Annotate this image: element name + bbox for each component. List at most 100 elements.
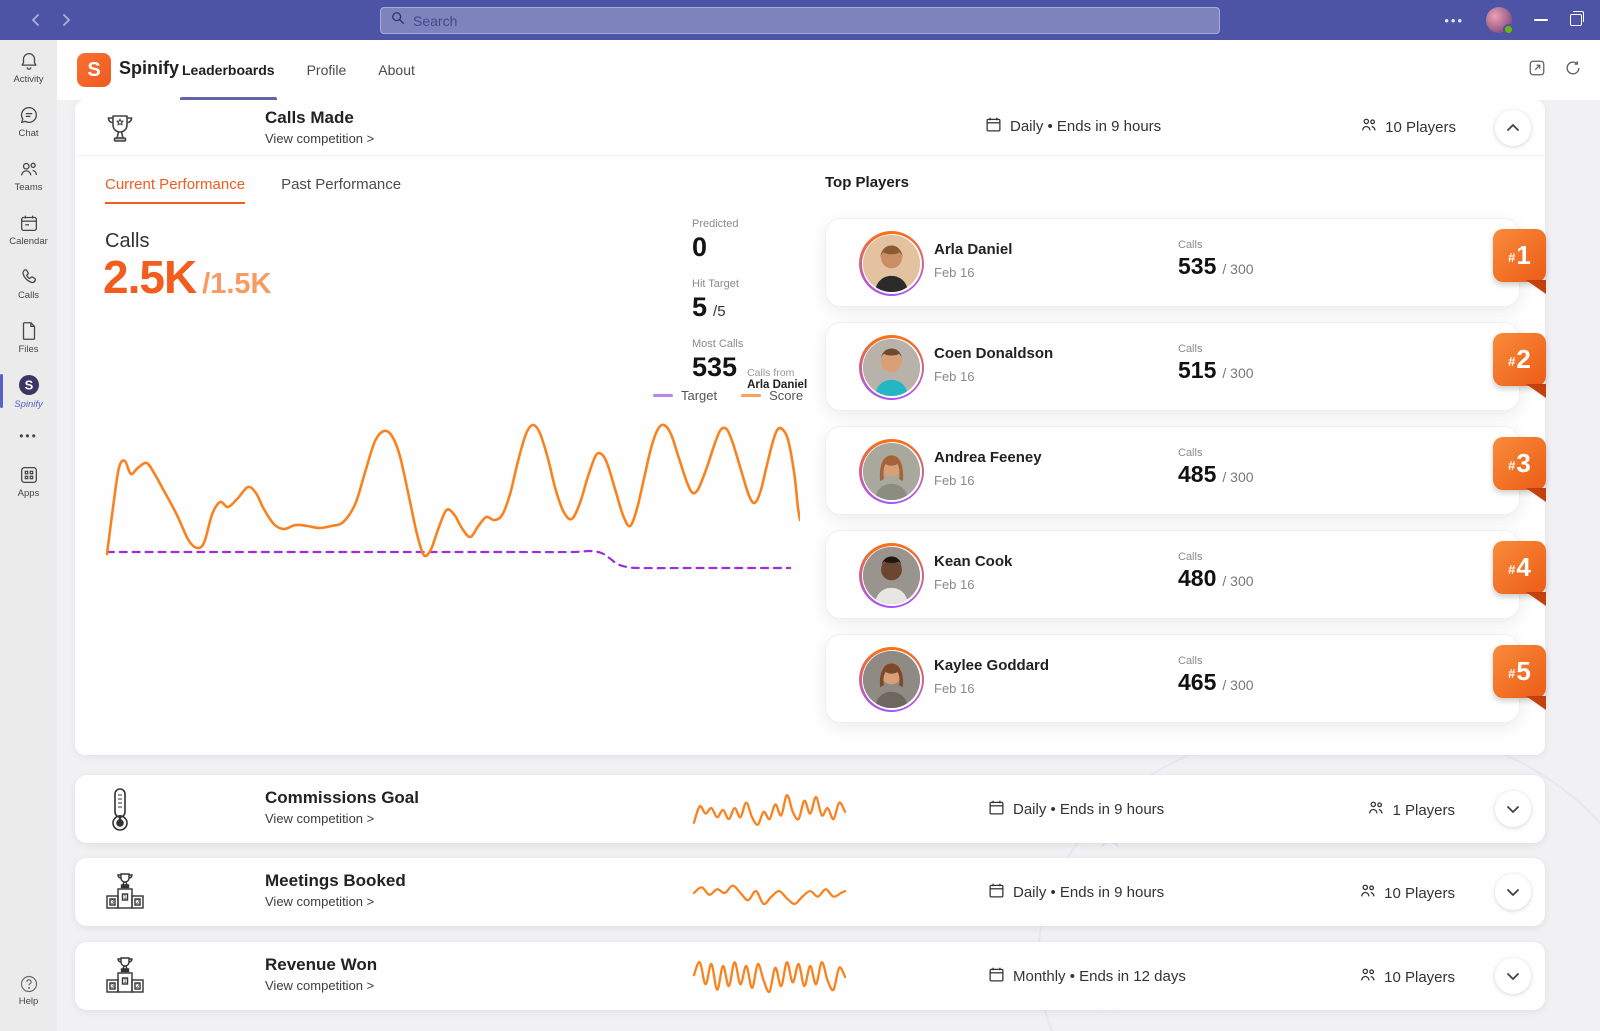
sidebar-item-chat[interactable]: Chat — [0, 94, 57, 148]
titlebar-more-icon[interactable]: ••• — [1444, 12, 1464, 28]
legend-label: Target — [681, 388, 718, 403]
stat-predicted: Predicted 0 — [692, 218, 872, 263]
players-icon — [1359, 882, 1377, 904]
player-card[interactable]: Coen Donaldson Feb 16 Calls 515 / 300 #2 — [825, 322, 1546, 411]
teams-people-icon — [18, 158, 40, 180]
sparkline-chart — [692, 884, 847, 906]
svg-text:3: 3 — [111, 984, 115, 990]
players-icon — [1359, 966, 1377, 988]
rank-hash: # — [1508, 666, 1516, 681]
players-text: 10 Players — [1385, 118, 1456, 136]
player-name: Kean Cook — [934, 553, 1013, 570]
competition-row-meetings-booked: 3 1 2 Meetings Booked View competition >… — [75, 858, 1545, 926]
competition-players: 10 Players — [1359, 966, 1455, 988]
legend-swatch-score — [741, 394, 762, 397]
competition-schedule: Daily • Ends in 9 hours — [985, 116, 1161, 137]
tab-leaderboards[interactable]: Leaderboards — [180, 40, 277, 100]
tab-profile[interactable]: Profile — [306, 62, 347, 78]
sidebar-item-help[interactable]: Help — [0, 963, 57, 1017]
tab-about[interactable]: About — [378, 62, 415, 78]
view-competition-link[interactable]: View competition > — [265, 811, 375, 826]
players-text: 10 Players — [1384, 884, 1455, 902]
player-card[interactable]: Kean Cook Feb 16 Calls 480 / 300 #4 — [825, 530, 1546, 619]
sidebar-item-apps[interactable]: Apps — [0, 454, 57, 508]
schedule-text: Daily • Ends in 9 hours — [1013, 801, 1165, 818]
file-icon — [18, 320, 40, 342]
minimize-button[interactable] — [1534, 19, 1548, 21]
popout-icon[interactable] — [1528, 59, 1546, 82]
stat-hit-target: Hit Target 5 /5 — [692, 278, 872, 323]
tab-current-performance[interactable]: Current Performance — [105, 176, 246, 204]
sidebar-label: Calendar — [9, 235, 48, 247]
spinify-app-header: S Spinify Leaderboards Profile About — [57, 40, 1600, 100]
sidebar-label: Teams — [14, 181, 43, 193]
player-card[interactable]: Andrea Feeney Feb 16 Calls 485 / 300 #3 — [825, 426, 1546, 515]
avatar — [859, 543, 924, 608]
stat-note: Calls from — [747, 367, 795, 379]
rank-hash: # — [1508, 354, 1516, 369]
trophy-icon — [100, 108, 140, 153]
rank-number: 2 — [1516, 344, 1531, 374]
sidebar-item-more[interactable]: ••• — [0, 418, 57, 454]
expand-button[interactable] — [1495, 791, 1531, 827]
sidebar-item-calls[interactable]: Calls — [0, 256, 57, 310]
player-card[interactable]: Arla Daniel Feb 16 Calls 535 / 300 #1 — [825, 218, 1546, 307]
expand-button[interactable] — [1495, 958, 1531, 994]
spinify-icon: S — [17, 373, 41, 397]
teams-sidebar: Activity Chat Teams Calendar Calls Files… — [0, 40, 57, 1031]
status-dot — [1503, 24, 1514, 35]
rank-badge: #5 — [1493, 645, 1546, 698]
player-date: Feb 16 — [934, 265, 975, 280]
player-metric-label: Calls — [1178, 655, 1203, 667]
rank-hash: # — [1508, 562, 1516, 577]
performance-chart — [105, 423, 800, 570]
forward-icon[interactable] — [58, 12, 74, 28]
avatar — [859, 439, 924, 504]
competition-title: Meetings Booked — [265, 871, 406, 890]
rank-badge: #1 — [1493, 229, 1546, 282]
search-input[interactable] — [413, 12, 1209, 29]
player-score: 465 — [1178, 669, 1217, 695]
sidebar-item-teams[interactable]: Teams — [0, 148, 57, 202]
sidebar-item-activity[interactable]: Activity — [0, 40, 57, 94]
metric-target: /1.5K — [202, 268, 272, 300]
sidebar-item-files[interactable]: Files — [0, 310, 57, 364]
spinify-logo: S — [77, 53, 111, 87]
thermometer-icon — [103, 785, 137, 838]
bell-icon — [18, 50, 40, 72]
svg-text:3: 3 — [111, 900, 115, 906]
competition-schedule: Daily • Ends in 9 hours — [988, 799, 1164, 820]
more-dots-icon: ••• — [19, 429, 38, 443]
collapse-button[interactable] — [1495, 110, 1531, 146]
avatar — [859, 647, 924, 712]
podium-icon: 3 1 2 — [103, 870, 147, 919]
sidebar-label: Calls — [17, 289, 40, 301]
user-avatar[interactable] — [1486, 7, 1514, 35]
tab-past-performance[interactable]: Past Performance — [281, 176, 402, 193]
player-name: Andrea Feeney — [934, 449, 1042, 466]
back-icon[interactable] — [28, 12, 44, 28]
svg-text:S: S — [24, 377, 33, 392]
rank-hash: # — [1508, 250, 1516, 265]
search-icon — [391, 11, 405, 30]
view-competition-link[interactable]: View competition > — [265, 978, 375, 993]
player-card[interactable]: Kaylee Goddard Feb 16 Calls 465 / 300 #5 — [825, 634, 1546, 723]
schedule-text: Daily • Ends in 9 hours — [1013, 884, 1165, 901]
view-competition-link[interactable]: View competition > — [265, 131, 375, 146]
phone-icon — [18, 266, 40, 288]
sidebar-item-calendar[interactable]: Calendar — [0, 202, 57, 256]
expand-button[interactable] — [1495, 874, 1531, 910]
rank-badge-tail — [1526, 592, 1546, 606]
stat-label: Hit Target — [692, 278, 739, 290]
schedule-text: Monthly • Ends in 12 days — [1013, 968, 1186, 985]
player-date: Feb 16 — [934, 369, 975, 384]
calendar-small-icon — [988, 799, 1005, 820]
metric-score: 2.5K — [103, 251, 197, 303]
search-bar[interactable] — [380, 7, 1220, 34]
view-competition-link[interactable]: View competition > — [265, 894, 375, 909]
refresh-icon[interactable] — [1564, 59, 1582, 82]
sidebar-item-spinify[interactable]: S Spinify — [0, 364, 57, 418]
player-metric-label: Calls — [1178, 551, 1203, 563]
player-score: 535 — [1178, 253, 1217, 279]
restore-window-button[interactable] — [1570, 11, 1584, 26]
